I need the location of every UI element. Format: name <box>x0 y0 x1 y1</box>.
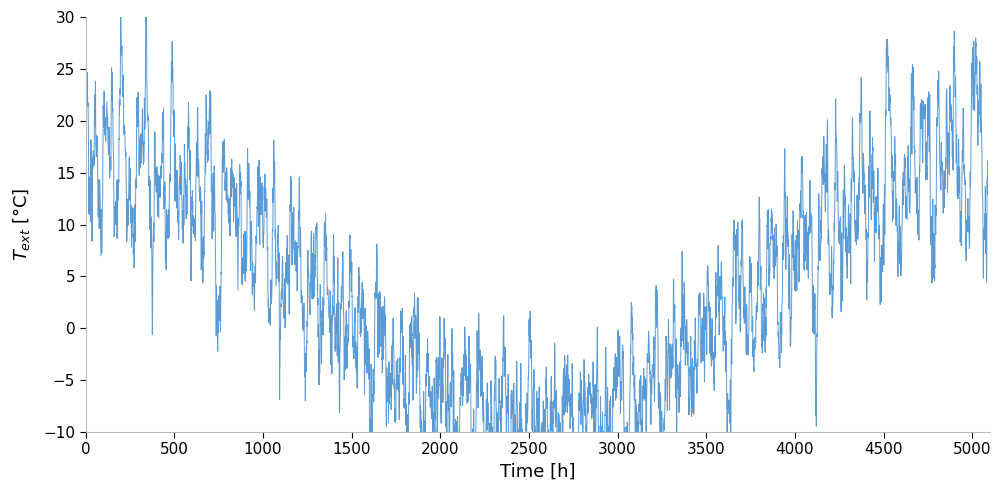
Y-axis label: $T_{ext}$ [°C]: $T_{ext}$ [°C] <box>11 188 32 261</box>
X-axis label: Time [h]: Time [h] <box>500 463 576 481</box>
